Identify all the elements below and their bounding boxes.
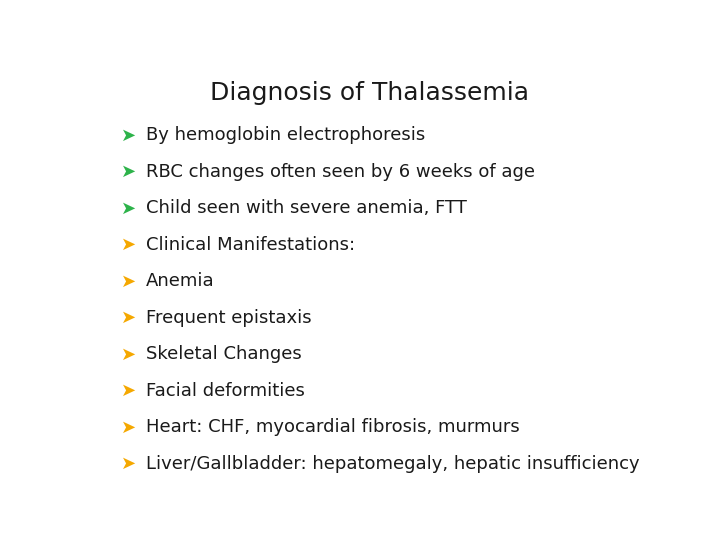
Text: By hemoglobin electrophoresis: By hemoglobin electrophoresis — [145, 126, 425, 145]
Text: RBC changes often seen by 6 weeks of age: RBC changes often seen by 6 weeks of age — [145, 163, 535, 181]
Text: Child seen with severe anemia, FTT: Child seen with severe anemia, FTT — [145, 199, 467, 218]
Text: Clinical Manifestations:: Clinical Manifestations: — [145, 236, 355, 254]
Text: Heart: CHF, myocardial fibrosis, murmurs: Heart: CHF, myocardial fibrosis, murmurs — [145, 418, 520, 436]
Text: Liver/Gallbladder: hepatomegaly, hepatic insufficiency: Liver/Gallbladder: hepatomegaly, hepatic… — [145, 455, 639, 473]
Text: ➤: ➤ — [121, 382, 136, 400]
Text: Diagnosis of Thalassemia: Diagnosis of Thalassemia — [210, 82, 528, 105]
Text: Anemia: Anemia — [145, 273, 215, 291]
Text: ➤: ➤ — [121, 418, 136, 436]
Text: Frequent epistaxis: Frequent epistaxis — [145, 309, 312, 327]
Text: Skeletal Changes: Skeletal Changes — [145, 346, 302, 363]
Text: ➤: ➤ — [121, 346, 136, 363]
Text: ➤: ➤ — [121, 455, 136, 473]
Text: ➤: ➤ — [121, 273, 136, 291]
Text: ➤: ➤ — [121, 309, 136, 327]
Text: ➤: ➤ — [121, 163, 136, 181]
Text: Facial deformities: Facial deformities — [145, 382, 305, 400]
Text: ➤: ➤ — [121, 199, 136, 218]
Text: ➤: ➤ — [121, 236, 136, 254]
Text: ➤: ➤ — [121, 126, 136, 145]
